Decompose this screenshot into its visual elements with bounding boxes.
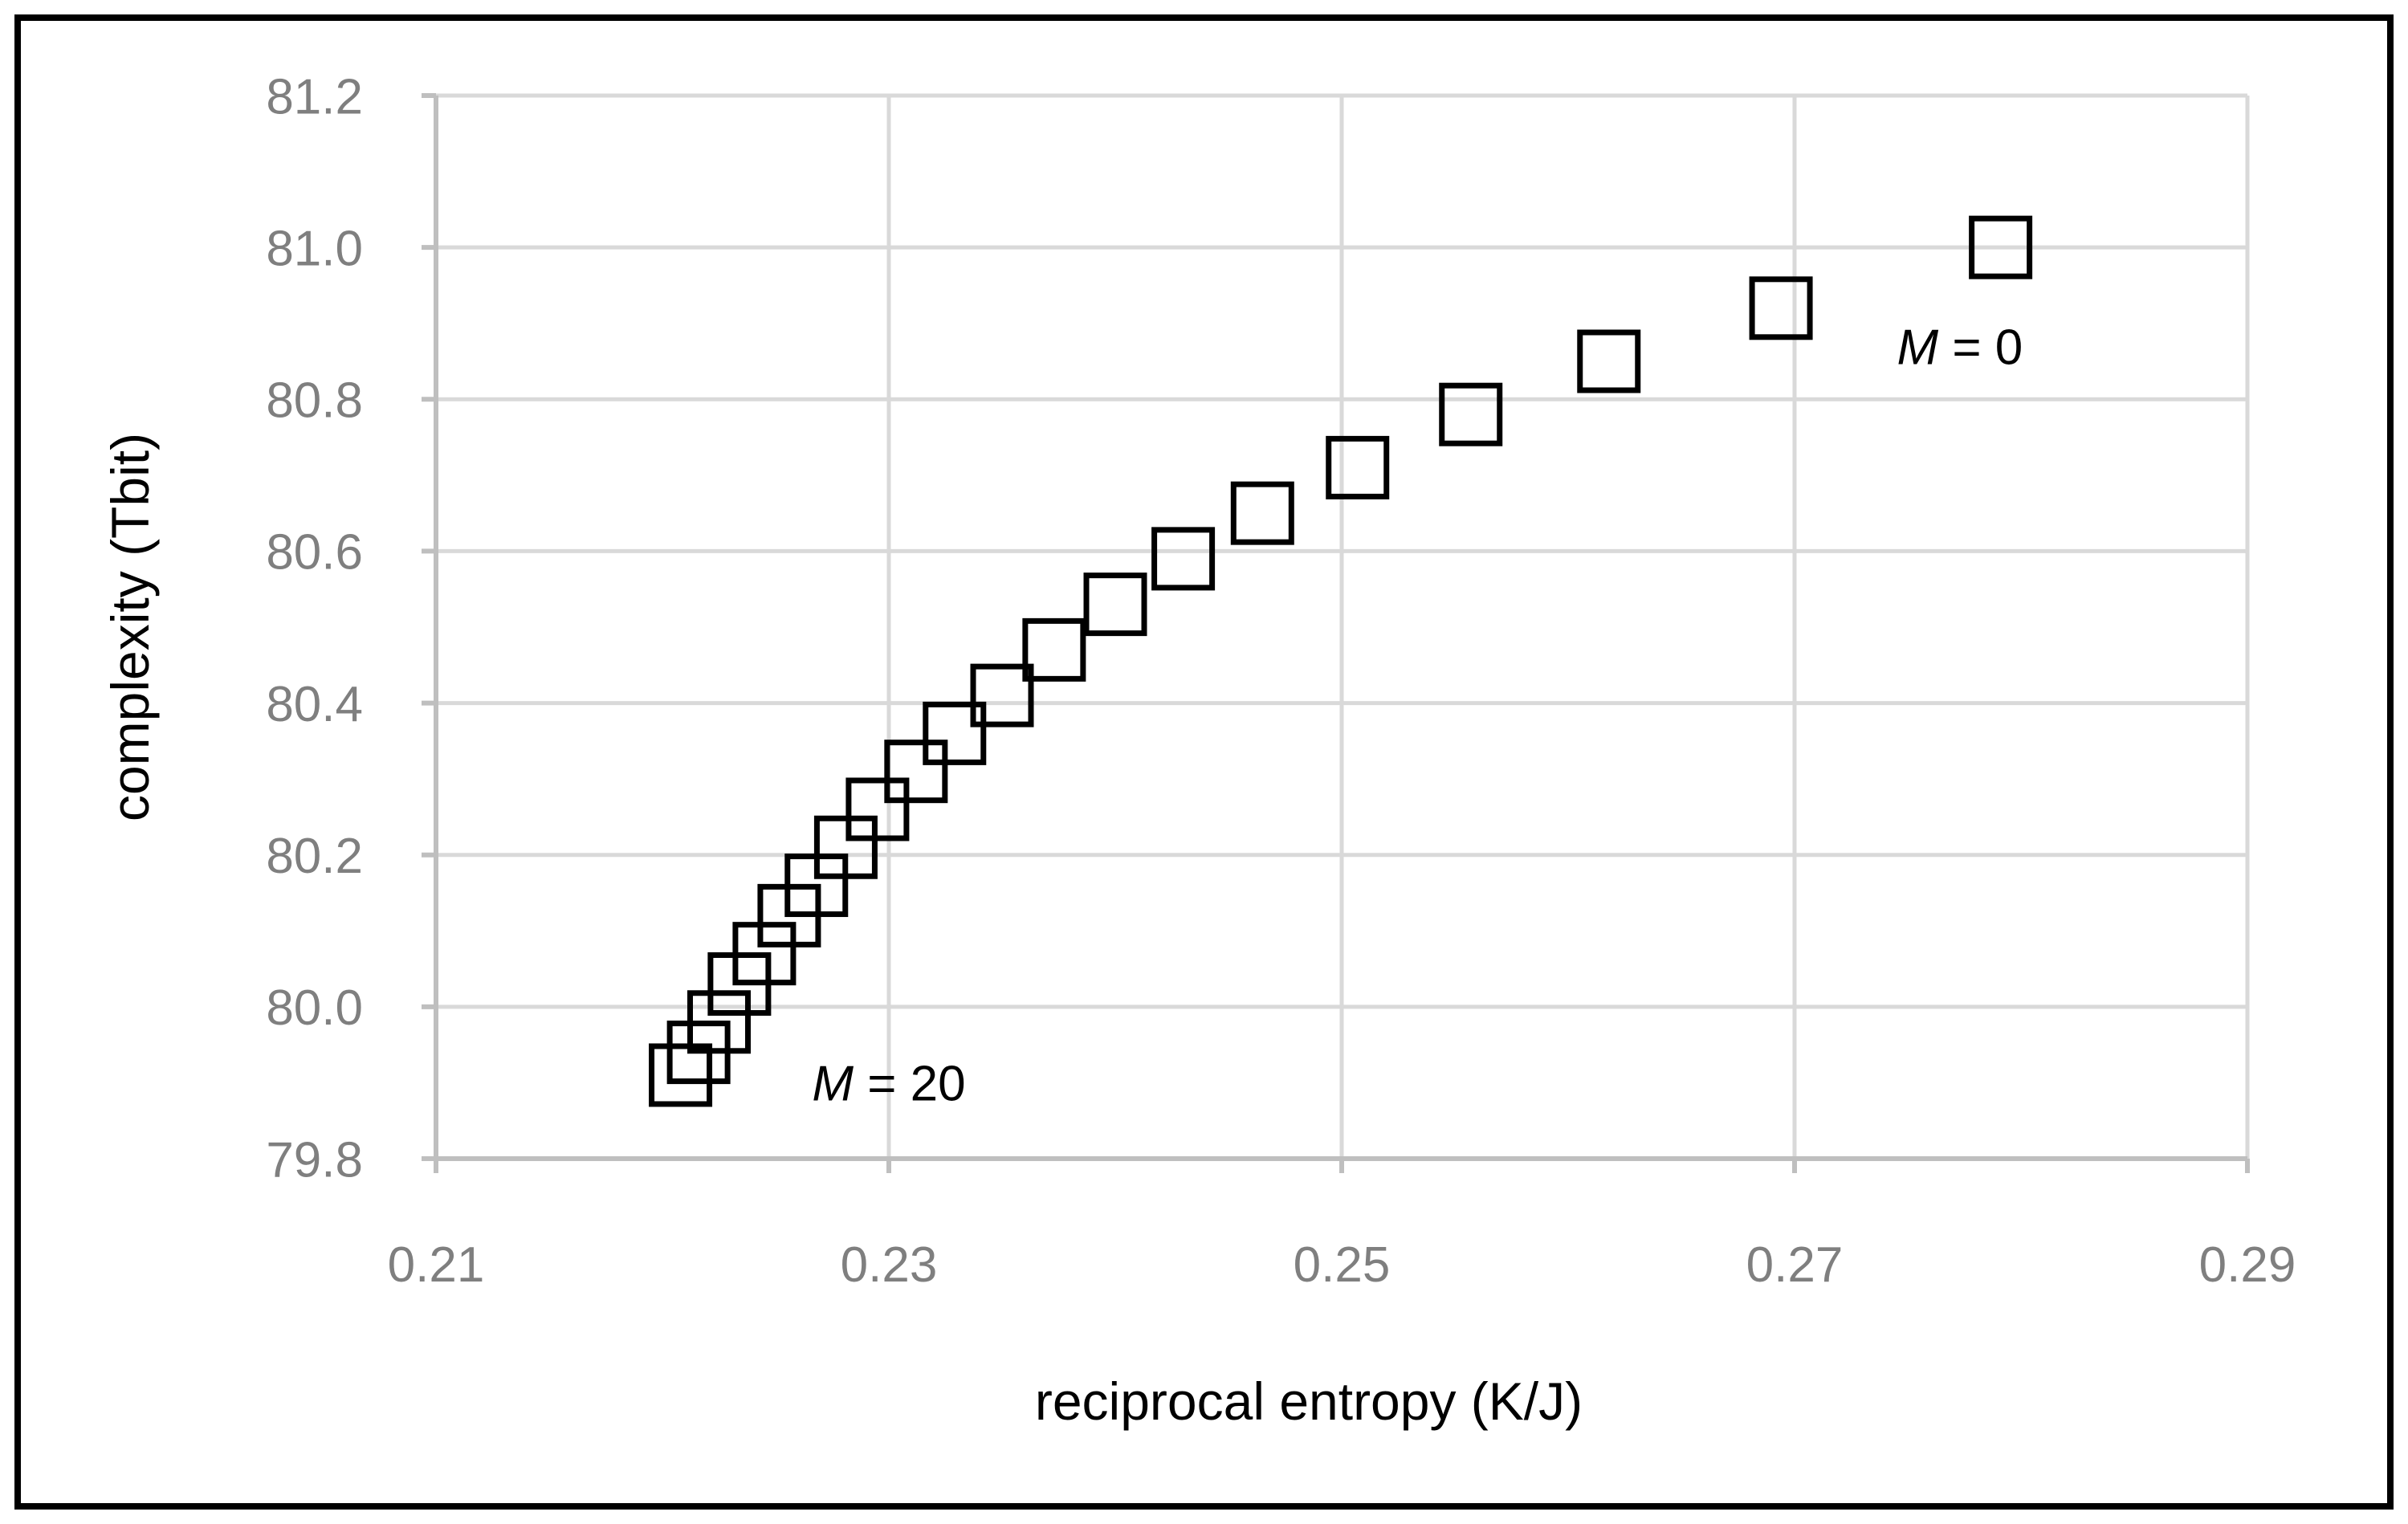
data-point-square: [1326, 435, 1390, 499]
y-tick-label: 80.0: [266, 980, 363, 1036]
y-tick-label: 81.2: [266, 69, 363, 124]
y-tick-label: 80.2: [266, 829, 363, 884]
x-axis-title: reciprocal entropy (K/J): [1035, 1371, 1583, 1431]
y-tick-label: 80.8: [266, 373, 363, 429]
data-point-square: [1439, 382, 1503, 446]
y-tick-label: 80.6: [266, 525, 363, 581]
series-annotation: M = 20: [812, 1057, 965, 1112]
data-point-square: [1749, 276, 1813, 340]
x-tick-label: 0.23: [841, 1237, 938, 1293]
data-point-square: [649, 1043, 713, 1107]
y-tick-label: 79.8: [266, 1132, 363, 1188]
data-point-square: [1083, 573, 1147, 637]
x-tick-label: 0.25: [1294, 1237, 1391, 1293]
data-point-square: [1230, 481, 1294, 545]
data-point-square: [923, 701, 987, 765]
y-axis-title: complexity (Tbit): [100, 433, 160, 821]
data-series: [649, 215, 2033, 1107]
data-point-square: [707, 951, 772, 1016]
figure-border: [14, 14, 2394, 1510]
x-tick-label: 0.21: [388, 1237, 485, 1293]
y-tick-label: 80.4: [266, 677, 363, 732]
gridlines: [436, 93, 2250, 1159]
series-annotation: M = 0: [1897, 320, 2023, 375]
data-point-square: [1969, 215, 2033, 279]
data-point-square: [757, 883, 821, 947]
y-tick-label: 81.0: [266, 221, 363, 276]
data-point-square: [884, 740, 948, 804]
x-tick-label: 0.27: [1746, 1237, 1844, 1293]
data-point-square: [1022, 617, 1086, 682]
data-point-square: [1577, 329, 1641, 393]
axes: [422, 93, 2250, 1173]
data-point-square: [970, 663, 1034, 727]
data-point-square: [666, 1021, 731, 1085]
x-tick-label: 0.29: [2199, 1237, 2296, 1293]
data-point-square: [1151, 527, 1216, 591]
